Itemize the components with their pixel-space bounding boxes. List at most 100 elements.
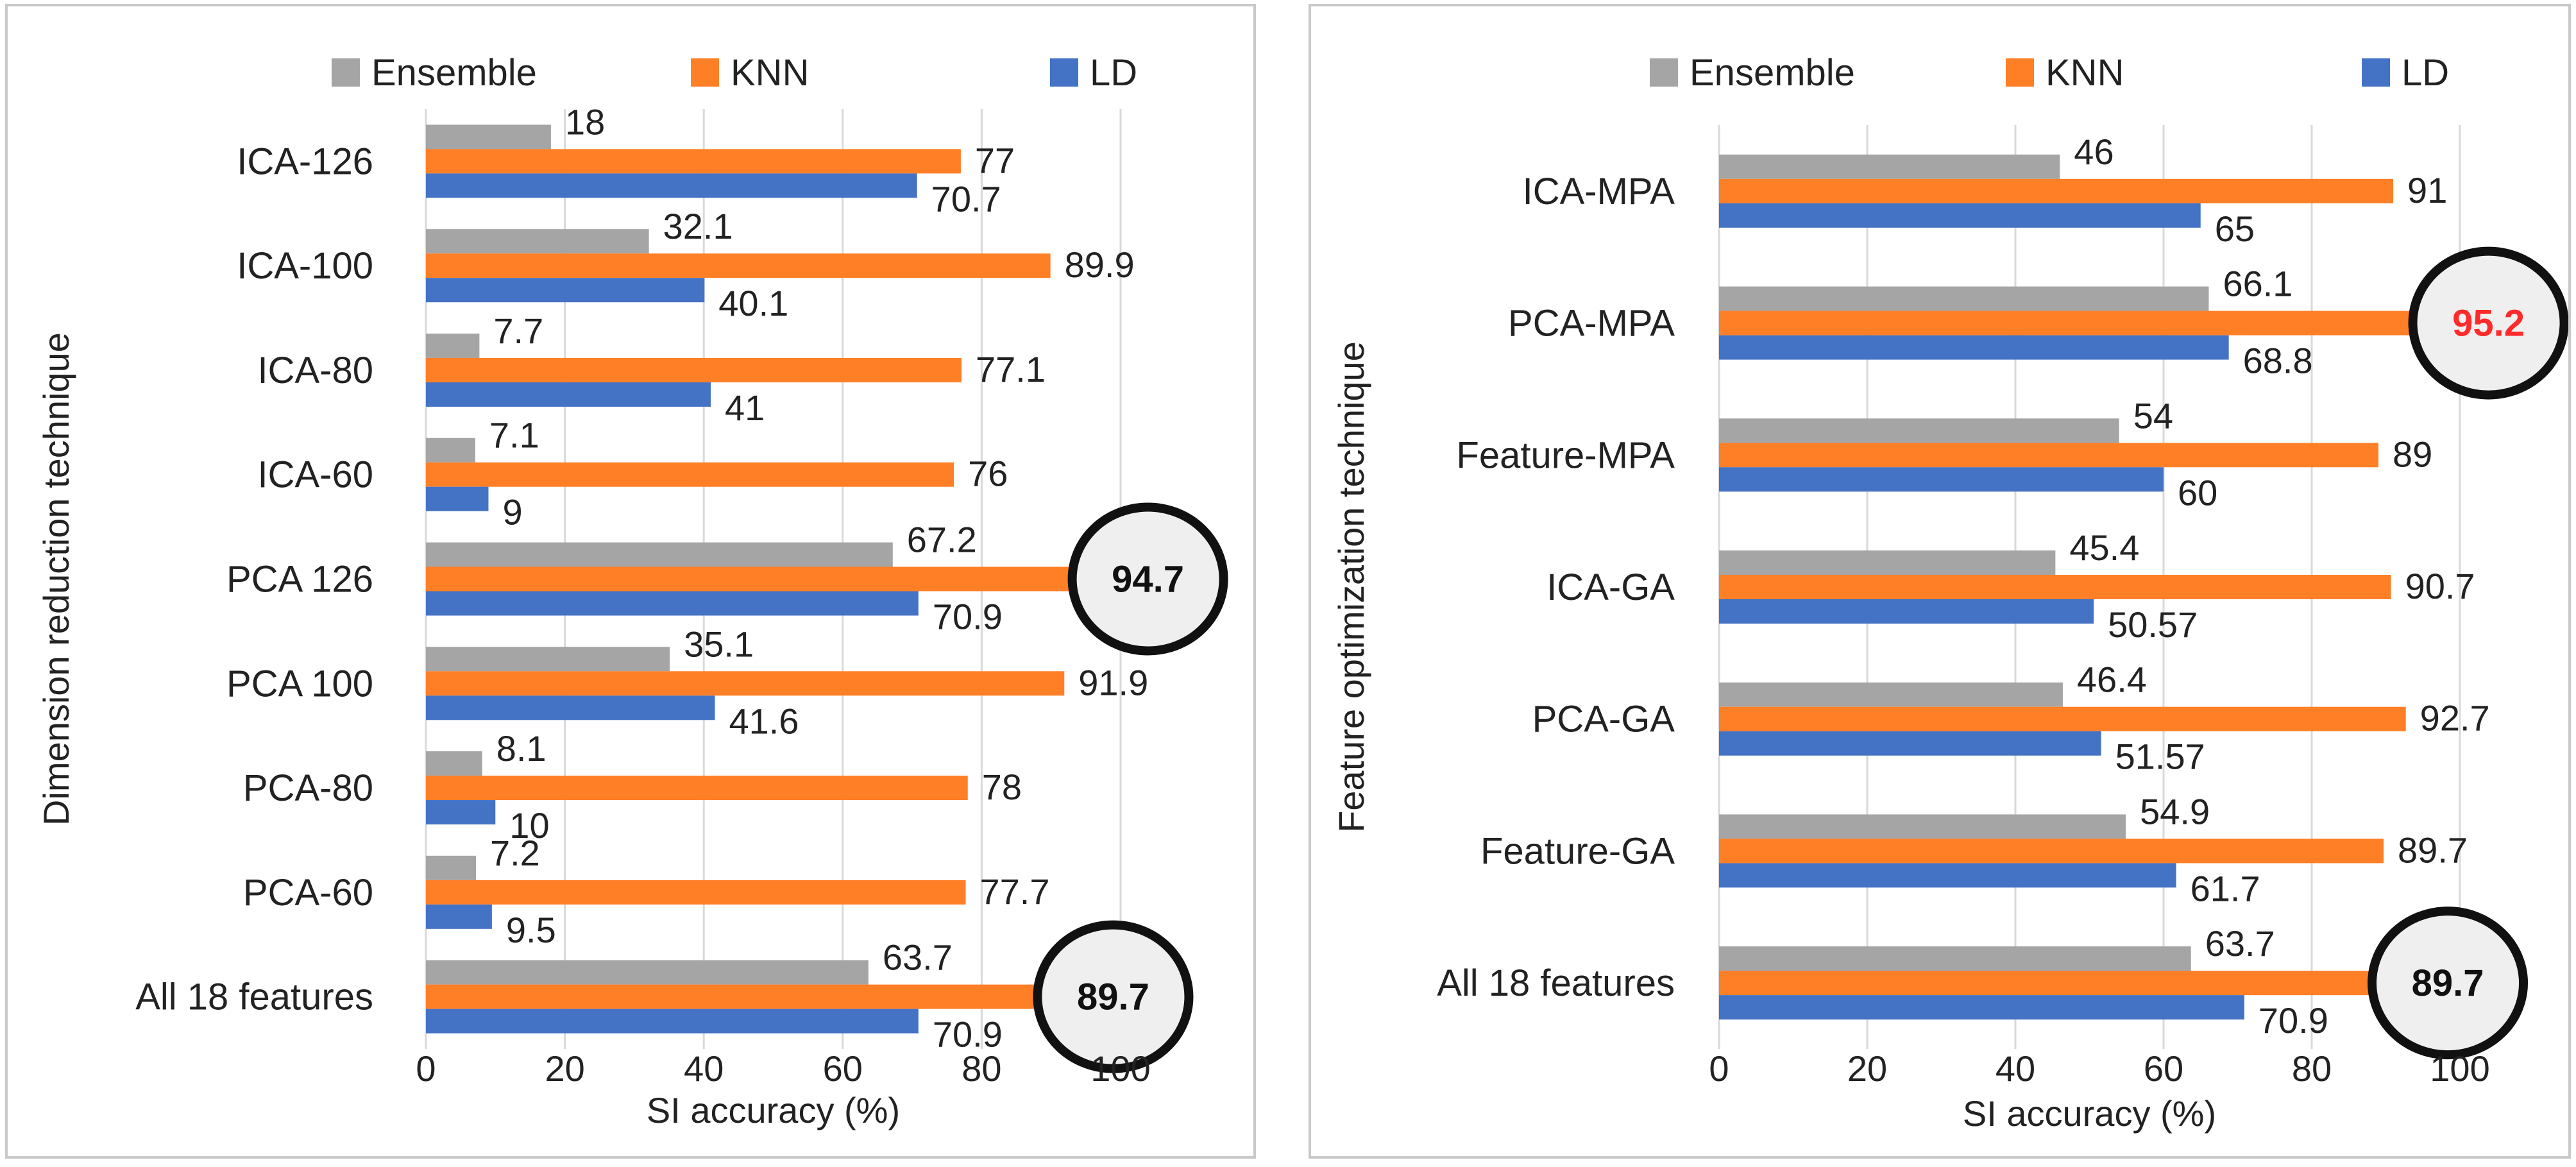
bar-ld-ica-mpa [1719, 203, 2201, 228]
bar-ensemble-pca-100 [426, 647, 670, 672]
category-label-all-18-features: All 18 features [1437, 962, 1675, 1004]
value-label-ensemble-ica-126: 18 [565, 101, 605, 142]
value-label-knn-ica-80: 77.1 [976, 349, 1046, 389]
category-label-ica-126: ICA-126 [237, 141, 373, 182]
value-label-ld-all-18-features: 70.9 [933, 1014, 1003, 1055]
x-tick-label-0: 0 [416, 1048, 436, 1089]
bar-knn-pca-ga [1719, 706, 2406, 731]
value-label-ensemble-ica-100: 32.1 [663, 206, 733, 246]
bar-knn-pca-mpa [1719, 311, 2425, 336]
value-label-ensemble-pca-ga: 46.4 [2077, 660, 2147, 700]
bar-ld-ica-100 [426, 278, 705, 303]
legend-swatch-ensemble [1650, 58, 1678, 87]
value-label-ensemble-all-18-features: 63.7 [2205, 923, 2275, 964]
category-label-pca-80: PCA-80 [243, 767, 373, 809]
value-label-ld-all-18-features: 70.9 [2258, 1000, 2328, 1041]
value-label-ld-pca-80: 10 [509, 805, 549, 846]
highlight-value-all-18-features: 89.7 [2412, 962, 2484, 1004]
legend-swatch-ld [2362, 58, 2390, 87]
bar-ld-pca-126 [426, 591, 919, 616]
bar-ensemble-pca-ga [1719, 682, 2063, 707]
value-label-ld-pca-100: 41.6 [729, 701, 799, 741]
bar-ld-ica-80 [426, 382, 711, 407]
value-label-ensemble-ica-ga: 45.4 [2069, 527, 2139, 568]
y-axis-title: Feature optimization technique [1331, 341, 1371, 833]
value-label-ld-ica-80: 41 [725, 388, 765, 428]
bar-ensemble-pca-60 [426, 855, 476, 880]
bar-knn-pca-60 [426, 880, 966, 905]
right-chart-panel: Ensemble KNN LD Feature optimization techni… [1309, 4, 2571, 1159]
bar-knn-pca-126 [426, 566, 1084, 592]
highlight-value-pca-126: 94.7 [1112, 559, 1184, 601]
bar-ld-pca-ga [1719, 731, 2101, 756]
highlight-value-pca-mpa: 95.2 [2452, 303, 2525, 345]
x-tick-label-100: 100 [1090, 1048, 1150, 1089]
value-label-knn-ica-60: 76 [968, 454, 1008, 494]
bar-ld-all-18-features [1719, 995, 2244, 1020]
bar-knn-ica-80 [426, 357, 962, 382]
left-chart-panel: Ensemble KNN LD Dimension reduction techniq… [5, 4, 1256, 1159]
value-label-ensemble-ica-mpa: 46 [2074, 132, 2114, 172]
x-tick-label-60: 60 [823, 1048, 863, 1089]
y-axis-title: Dimension reduction technique [36, 332, 76, 826]
bar-ld-ica-126 [426, 173, 917, 198]
bar-ld-pca-80 [426, 800, 496, 825]
legend-label-ensemble: Ensemble [1690, 52, 1855, 94]
value-label-ensemble-pca-126: 67.2 [907, 520, 977, 560]
x-tick-label-20: 20 [545, 1048, 584, 1089]
bar-knn-feature-ga [1719, 839, 2384, 864]
highlight-value-all-18-features: 89.7 [1077, 976, 1149, 1018]
legend-swatch-knn [691, 58, 719, 87]
dimension-reduction-chart: Ensemble KNN LD Dimension reduction techniq… [36, 52, 1228, 1130]
bar-knn-ica-126 [426, 149, 961, 174]
x-tick-label-80: 80 [2292, 1048, 2332, 1089]
value-label-knn-feature-mpa: 89 [2393, 434, 2432, 474]
x-tick-label-0: 0 [1709, 1048, 1729, 1089]
value-label-knn-ica-100: 89.9 [1065, 244, 1135, 285]
value-label-ensemble-pca-mpa: 66.1 [2223, 264, 2292, 304]
x-tick-label-20: 20 [1847, 1048, 1887, 1089]
x-tick-label-60: 60 [2144, 1048, 2183, 1089]
category-label-pca-126: PCA 126 [226, 559, 373, 601]
category-label-ica-100: ICA-100 [237, 245, 373, 287]
bar-ld-feature-mpa [1719, 467, 2164, 492]
category-label-pca-mpa: PCA-MPA [1508, 303, 1675, 345]
highlight-circle-all-18-features [2368, 907, 2529, 1060]
value-label-ensemble-ica-80: 7.7 [493, 311, 543, 351]
bar-ensemble-ica-80 [426, 333, 480, 358]
bar-knn-pca-80 [426, 776, 968, 801]
bar-ensemble-pca-80 [426, 751, 482, 776]
x-tick-label-80: 80 [962, 1048, 1001, 1089]
value-label-ensemble-ica-60: 7.1 [489, 415, 539, 456]
bar-knn-ica-60 [426, 462, 954, 487]
value-label-ld-pca-ga: 51.57 [2115, 737, 2205, 777]
category-label-ica-mpa: ICA-MPA [1523, 171, 1675, 212]
legend-label-knn: KNN [731, 52, 809, 94]
category-label-ica-60: ICA-60 [257, 454, 373, 496]
bar-knn-pca-100 [426, 671, 1065, 696]
legend-swatch-knn [2006, 58, 2034, 87]
value-label-knn-ica-ga: 90.7 [2405, 566, 2475, 606]
value-label-ld-pca-mpa: 68.8 [2243, 341, 2313, 381]
value-label-ensemble-all-18-features: 63.7 [883, 937, 953, 978]
value-label-knn-ica-mpa: 91 [2407, 170, 2447, 210]
x-axis-title: SI accuracy (%) [647, 1090, 900, 1130]
bar-ensemble-all-18-features [426, 960, 869, 985]
value-label-knn-pca-80: 78 [982, 767, 1022, 807]
legend-label-knn: KNN [2046, 52, 2124, 94]
value-label-ensemble-pca-60: 7.2 [490, 833, 540, 873]
bar-knn-feature-mpa [1719, 443, 2378, 468]
value-label-ld-ica-60: 9 [502, 492, 522, 532]
bar-ld-pca-60 [426, 904, 492, 929]
legend-swatch-ld [1050, 58, 1078, 87]
value-label-ld-feature-ga: 61.7 [2190, 868, 2260, 908]
bar-ensemble-ica-126 [426, 124, 551, 149]
category-label-ica-80: ICA-80 [257, 350, 373, 391]
value-label-knn-pca-60: 77.7 [979, 871, 1049, 912]
highlight-circle-all-18-features [1033, 920, 1194, 1073]
value-label-ensemble-pca-80: 8.1 [496, 728, 547, 769]
bar-ensemble-ica-mpa [1719, 154, 2060, 179]
value-label-ld-ica-mpa: 65 [2215, 209, 2255, 249]
bar-ensemble-ica-60 [426, 438, 475, 463]
value-label-ld-ica-100: 40.1 [718, 283, 788, 323]
